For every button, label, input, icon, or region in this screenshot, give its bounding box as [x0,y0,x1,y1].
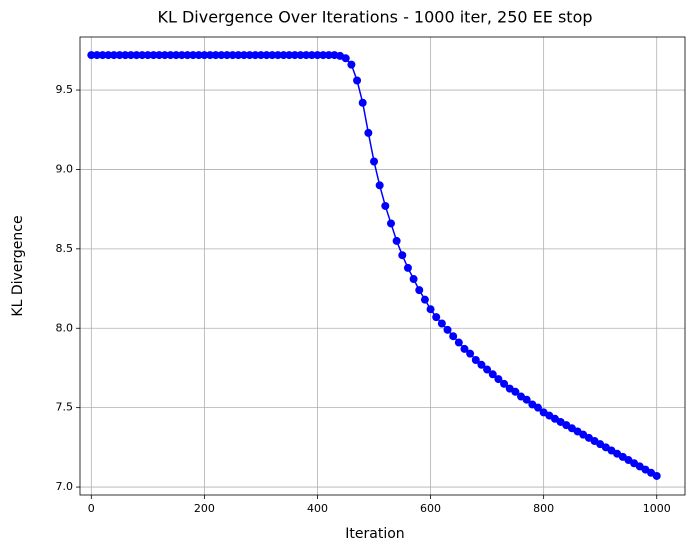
x-axis-label: Iteration [345,526,404,542]
data-point [466,349,475,358]
data-point [160,51,169,60]
x-tick-label: 600 [420,502,441,515]
data-point [403,263,412,272]
data-point [386,219,395,228]
data-point [290,51,299,60]
x-tick-label: 200 [194,502,215,515]
data-point [121,51,130,60]
data-point [183,51,192,60]
data-point [228,51,237,60]
x-tick-label: 400 [307,502,328,515]
data-point [155,51,164,60]
data-point [296,51,305,60]
axes-frame [79,36,686,496]
data-point [449,332,458,341]
data-point [375,181,384,190]
data-point [511,387,520,396]
data-point [126,51,135,60]
y-tick-label: 9.0 [56,162,74,175]
data-point [206,51,215,60]
data-point [358,98,367,107]
data-point [132,51,141,60]
data-point [109,51,118,60]
chart-title: KL Divergence Over Iterations - 1000 ite… [157,8,592,27]
data-point [471,356,480,365]
data-point [279,51,288,60]
data-point [319,51,328,60]
data-point [98,51,107,60]
data-point [500,379,509,388]
x-tick-label: 0 [88,502,95,515]
data-point [217,51,226,60]
data-point [87,51,96,60]
data-point [194,51,203,60]
data-point [341,54,350,63]
data-point [324,51,333,60]
data-point [488,370,497,379]
data-point [454,338,463,347]
data-point [364,128,373,137]
data-point [409,275,418,284]
y-tick-label: 7.5 [56,401,74,414]
data-point [200,51,209,60]
data-point [347,60,356,69]
data-point [189,51,198,60]
data-point [398,251,407,260]
data-point [460,344,469,353]
data-point [223,51,232,60]
data-point [239,51,248,60]
grid [80,37,685,495]
data-point [256,51,265,60]
y-tick-label: 9.5 [56,83,74,96]
data-point [234,51,243,60]
data-point [437,319,446,328]
data-point [533,403,542,412]
data-point [420,295,429,304]
x-tick-label: 800 [533,502,554,515]
data-point [273,51,282,60]
data-point [285,51,294,60]
y-tick-label: 8.0 [56,321,74,334]
data-point [483,365,492,374]
data-point [652,471,661,480]
data-point [522,395,531,404]
data-point [313,51,322,60]
data-point [432,313,441,322]
data-point [302,51,311,60]
data-point [370,157,379,166]
series-line [91,54,658,477]
data-point [245,51,254,60]
x-tick-label: 1000 [643,502,671,515]
data-point [262,51,271,60]
data-point [115,51,124,60]
data-point [353,76,362,85]
data-point [166,51,175,60]
data-point [477,360,486,369]
data-point [494,375,503,384]
plot [87,51,661,480]
data-point [104,51,113,60]
data-point [149,51,158,60]
y-axis-label: KL Divergence [10,215,26,316]
data-point [143,51,152,60]
data-point [426,305,435,314]
data-point [268,51,277,60]
data-point [415,286,424,295]
data-point [307,51,316,60]
data-point [251,51,260,60]
data-point [443,325,452,334]
data-point [138,51,147,60]
data-point [392,236,401,245]
data-point [381,201,390,210]
y-tick-label: 7.0 [56,480,74,493]
data-point [211,51,220,60]
data-point [92,51,101,60]
data-point [177,51,186,60]
y-tick-label: 8.5 [56,242,74,255]
data-point [172,51,181,60]
